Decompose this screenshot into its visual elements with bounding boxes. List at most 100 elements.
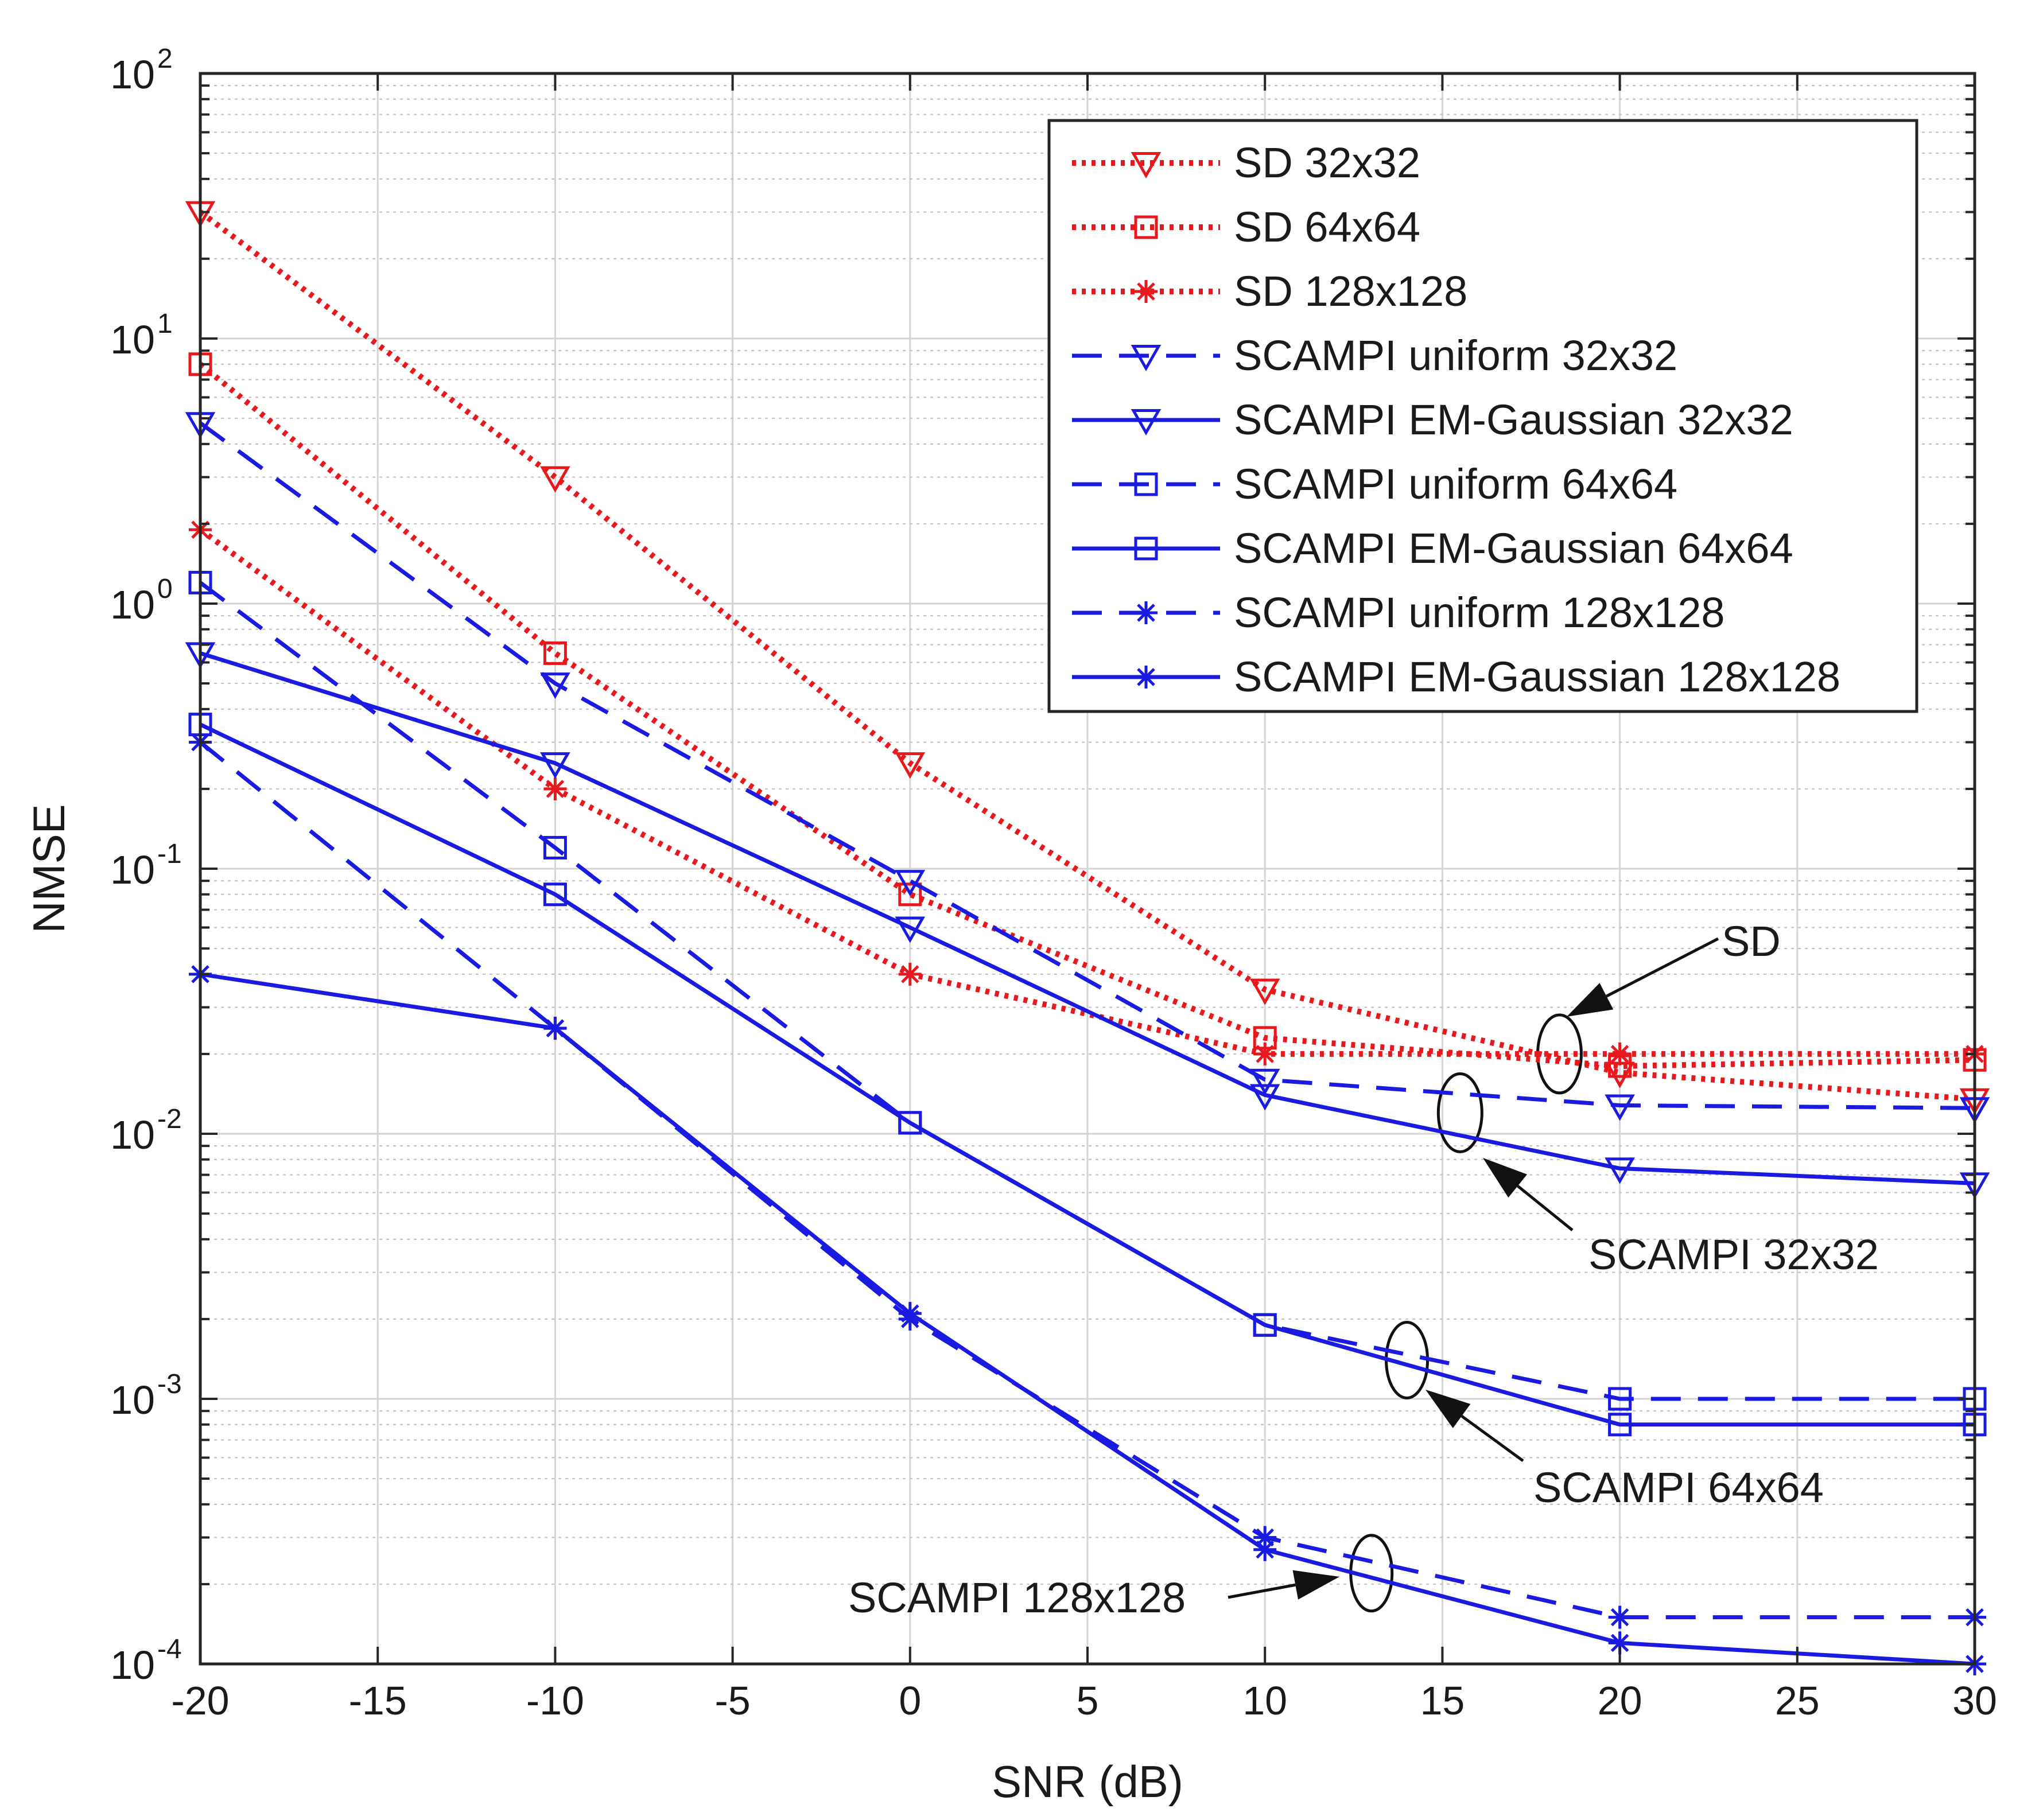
data-point-scampi-em-gaussian-32x32 [1605, 1157, 1635, 1184]
annotation-arrow-scampi-32x32 [1483, 1158, 1574, 1231]
data-point-scampi-em-gaussian-128x128 [1608, 1631, 1632, 1655]
data-point-scampi-em-gaussian-128x128 [898, 1302, 922, 1325]
legend-label-sd-128x128: SD 128x128 [1234, 267, 1467, 315]
y-tick-label-base: 10 [110, 1113, 155, 1157]
data-point-scampi-uniform-32x32 [895, 870, 926, 897]
annotation-arrow-scampi-32x32-head [1483, 1158, 1528, 1198]
y-tick-label: 10 2 [110, 44, 173, 97]
data-point-sd-64x64 [543, 641, 567, 665]
legend: SD 32x32 SD 64x64 SD 128x128 SCAMPI unif… [1047, 119, 1918, 713]
series-layer [185, 201, 1990, 1675]
annotation-label-scampi-128x128: SCAMPI 128x128 [848, 1574, 1186, 1621]
axis-ticks [199, 72, 1976, 1665]
data-point-scampi-uniform-64x64 [543, 835, 567, 860]
legend-sample-scampi-em-gaussian-32x32 [1072, 409, 1220, 436]
annotation-arrow-sd [1567, 937, 1719, 1017]
x-tick-label: 10 [1242, 1678, 1287, 1723]
legend-sample-scampi-em-gaussian-128x128 [1072, 666, 1220, 689]
y-tick-label: 10 0 [110, 574, 173, 627]
legend-sample-sd-128x128 [1072, 280, 1220, 303]
annotation-arrow-scampi-32x32-shaft [1517, 1185, 1574, 1231]
annotation-arrow-scampi-64x64 [1426, 1390, 1524, 1463]
x-tick-label: 0 [899, 1678, 921, 1723]
x-tick-label: -20 [171, 1678, 229, 1723]
legend-marker-scampi-uniform-128x128 [1135, 601, 1158, 624]
y-tick-label: 10 -1 [110, 839, 182, 892]
annotation-arrow-scampi-64x64-head [1426, 1390, 1471, 1428]
annotation-arrow-scampi-128x128-shaft [1228, 1583, 1296, 1599]
legend-samples [1072, 152, 1220, 689]
data-point-scampi-uniform-128x128 [1608, 1605, 1632, 1629]
x-tick-label: 15 [1420, 1678, 1465, 1723]
annotation-arrow-scampi-128x128-head [1292, 1570, 1339, 1600]
legend-sample-sd-32x32 [1072, 152, 1220, 179]
data-point-scampi-em-gaussian-32x32 [540, 752, 570, 779]
legend-label-scampi-uniform-64x64: SCAMPI uniform 64x64 [1234, 460, 1677, 508]
data-point-scampi-em-gaussian-32x32 [1249, 1084, 1280, 1111]
x-tick-labels: -20 -15 -10 -5 0 5 10 15 20 25 30 [171, 1678, 1997, 1723]
x-tick-label: 25 [1775, 1678, 1820, 1723]
y-axis-label: NMSE [24, 804, 74, 933]
y-tick-label-base: 10 [110, 52, 155, 97]
data-point-scampi-em-gaussian-64x64 [1253, 1313, 1277, 1337]
data-point-scampi-em-gaussian-32x32 [895, 916, 926, 943]
series-line-scampi-em-gaussian-128x128 [200, 972, 1975, 1666]
annotation-ellipse-scampi-32x32 [1436, 1072, 1483, 1153]
legend-marker-sd-128x128 [1135, 280, 1158, 303]
data-point-sd-128x128 [898, 962, 922, 986]
data-point-sd-32x32 [895, 752, 926, 779]
legend-marker-sd-32x32 [1131, 152, 1162, 179]
y-tick-label-exponent: -3 [157, 1369, 182, 1399]
annotation-arrow-scampi-64x64-shaft [1461, 1414, 1524, 1463]
legend-sample-scampi-uniform-32x32 [1072, 345, 1220, 372]
data-point-sd-128x128 [1253, 1042, 1277, 1065]
x-tick-label: -15 [349, 1678, 407, 1723]
y-tick-label-base: 10 [110, 1643, 155, 1687]
y-tick-label-exponent: 1 [157, 309, 173, 339]
x-axis-label: SNR (dB) [992, 1756, 1183, 1807]
legend-label-scampi-uniform-32x32: SCAMPI uniform 32x32 [1234, 332, 1677, 379]
legend-label-sd-64x64: SD 64x64 [1234, 203, 1420, 251]
data-point-sd-128x128 [543, 777, 567, 800]
x-tick-label: -5 [714, 1678, 750, 1723]
data-point-scampi-em-gaussian-128x128 [1253, 1538, 1277, 1561]
data-point-scampi-em-gaussian-128x128 [543, 1017, 567, 1040]
data-point-scampi-uniform-32x32 [540, 672, 570, 699]
data-point-scampi-em-gaussian-64x64 [543, 882, 567, 907]
y-tick-label-exponent: -4 [157, 1634, 182, 1665]
x-tick-label: -10 [526, 1678, 584, 1723]
data-point-scampi-em-gaussian-64x64 [1608, 1413, 1632, 1437]
legend-marker-sd-64x64 [1134, 215, 1158, 239]
data-point-scampi-uniform-32x32 [1605, 1094, 1635, 1121]
x-tick-label: 5 [1077, 1678, 1099, 1723]
legend-marker-scampi-uniform-32x32 [1131, 345, 1162, 372]
y-tick-label-base: 10 [110, 1378, 155, 1422]
data-point-sd-128x128 [1608, 1042, 1632, 1065]
series-scampi-em-gaussian-64x64 [188, 713, 1987, 1437]
series-line-scampi-uniform-32x32 [199, 421, 1975, 1110]
legend-label-scampi-em-gaussian-64x64: SCAMPI EM-Gaussian 64x64 [1234, 524, 1793, 572]
data-point-scampi-em-gaussian-64x64 [898, 1111, 922, 1135]
legend-sample-scampi-em-gaussian-64x64 [1072, 536, 1220, 561]
legend-marker-scampi-uniform-64x64 [1134, 472, 1158, 496]
data-point-scampi-uniform-64x64 [1608, 1387, 1632, 1411]
annotation-arrow-sd-head [1567, 983, 1614, 1017]
data-point-scampi-uniform-128x128 [1253, 1526, 1277, 1549]
y-tick-label-base: 10 [110, 317, 155, 362]
y-tick-label-base: 10 [110, 847, 155, 892]
y-tick-label-exponent: 2 [157, 44, 173, 74]
legend-marker-scampi-em-gaussian-32x32 [1131, 409, 1162, 436]
data-point-scampi-uniform-32x32 [1249, 1068, 1280, 1095]
x-tick-label: 30 [1952, 1678, 1997, 1723]
y-tick-label-exponent: -2 [157, 1104, 182, 1134]
annotation-shapes [1228, 937, 1719, 1613]
data-point-sd-64x64 [898, 882, 922, 907]
annotation-labels: SD SCAMPI 32x32 SCAMPI 64x64 SCAMPI 128x… [848, 917, 1879, 1621]
y-tick-label-exponent: -1 [157, 839, 182, 869]
annotation-label-sd: SD [1722, 917, 1781, 965]
legend-sample-scampi-uniform-64x64 [1072, 472, 1220, 496]
y-tick-label-base: 10 [110, 582, 155, 627]
legend-sample-scampi-uniform-128x128 [1072, 601, 1220, 624]
annotation-label-scampi-32x32: SCAMPI 32x32 [1588, 1231, 1879, 1278]
